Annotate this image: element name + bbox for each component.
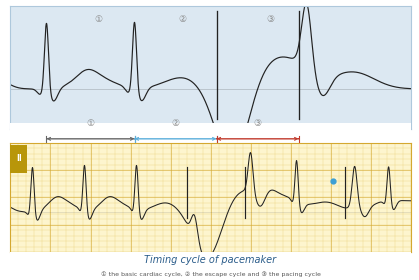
Text: ①: ① (94, 15, 103, 24)
Text: ③: ③ (253, 119, 261, 128)
Text: ① the basic cardiac cycle, ② the escape cycle and ③ the pacing cycle: ① the basic cardiac cycle, ② the escape … (101, 271, 321, 277)
Text: ①: ① (86, 119, 95, 128)
FancyBboxPatch shape (10, 145, 27, 173)
Text: II: II (16, 154, 22, 163)
Text: ③: ③ (266, 15, 274, 24)
Text: ②: ② (171, 119, 180, 128)
Text: Timing cycle of pacemaker: Timing cycle of pacemaker (145, 255, 277, 265)
Text: ②: ② (178, 15, 186, 24)
